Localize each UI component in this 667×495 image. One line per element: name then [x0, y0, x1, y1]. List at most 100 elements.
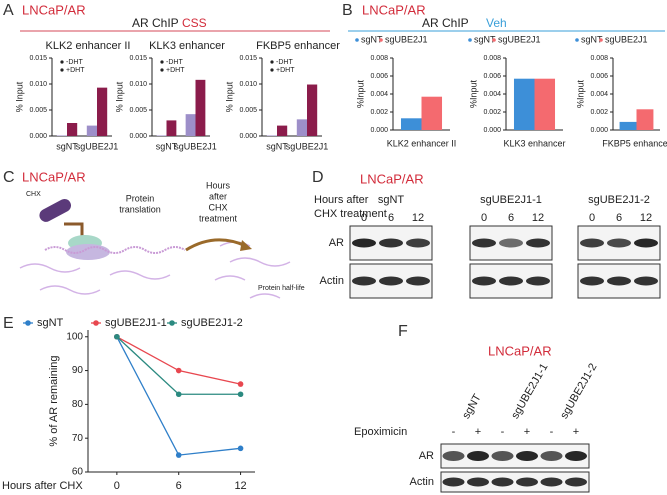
blot-time: 6 — [616, 212, 622, 224]
x-tick-label: 0 — [114, 480, 120, 492]
treatment-sign: - — [501, 426, 505, 438]
blot-time: 0 — [589, 212, 595, 224]
y-axis-label: % of AR remaining — [48, 355, 60, 446]
bar — [195, 79, 206, 136]
legend-marker — [60, 60, 64, 64]
blot-band — [467, 451, 489, 461]
bar — [400, 118, 422, 130]
treatment-sign: + — [475, 426, 481, 438]
panel-letter: F — [398, 323, 408, 340]
y-tick-label: 0.010 — [129, 81, 147, 88]
legend-label: +DHT — [276, 67, 295, 74]
panel-letter: C — [3, 169, 15, 186]
legend-marker — [169, 320, 175, 326]
x-tick-label: sgNT — [156, 141, 178, 151]
bar — [56, 135, 67, 136]
point — [175, 367, 182, 374]
y-axis-label: % Input — [14, 81, 24, 112]
arrow-head — [240, 240, 252, 251]
legend-label: -DHT — [66, 59, 83, 66]
legend-marker — [270, 60, 274, 64]
chart-title: KLK3 enhancer — [149, 40, 225, 52]
blot-time: 12 — [532, 212, 544, 224]
bar — [296, 119, 307, 136]
legend-label: +DHT — [66, 67, 85, 74]
diagram-label: CHX — [208, 202, 227, 212]
y-tick-label: 0.008 — [370, 55, 388, 62]
panel-letter: E — [3, 315, 14, 332]
x-tick-label: sgUBE2J1 — [174, 141, 217, 151]
legend-marker — [468, 38, 472, 42]
point — [175, 391, 182, 398]
y-tick-label: 0.010 — [239, 81, 257, 88]
blot-group: sgUBE2J1-2 — [588, 194, 650, 206]
blot-band — [491, 451, 514, 461]
treatment-label: Epoximicin — [354, 426, 407, 438]
y-tick-label: 0.015 — [129, 55, 147, 62]
blot-band — [379, 238, 403, 248]
legend-marker — [60, 68, 64, 72]
legend-marker — [93, 320, 99, 326]
y-tick-label: 60 — [72, 467, 84, 478]
panel-title: AR ChIP — [132, 16, 179, 30]
panel-letter: D — [312, 169, 324, 186]
treatment-sign: - — [452, 426, 456, 438]
bar — [534, 78, 556, 130]
treatment-sign: - — [550, 426, 554, 438]
blot-band — [352, 238, 376, 248]
y-axis-label: % Input — [114, 81, 124, 112]
blot-band — [499, 238, 523, 248]
blot-band — [526, 276, 550, 286]
y-tick-label: 0.006 — [370, 73, 388, 80]
y-tick-label: 0.005 — [129, 107, 147, 114]
y-axis-label: %Input — [468, 79, 478, 108]
bar — [156, 135, 167, 136]
lane-label: sgNT — [460, 392, 484, 421]
chart-title: FKBP5 enhancer — [256, 40, 340, 52]
y-tick-label: 0.000 — [129, 133, 147, 140]
y-tick-label: 0.000 — [483, 127, 501, 134]
blot-box — [440, 471, 590, 493]
bar — [97, 87, 108, 136]
bar — [277, 125, 288, 136]
blot-time: 6 — [388, 212, 394, 224]
y-tick-label: 0.004 — [483, 91, 501, 98]
legend-label: sgNT — [361, 34, 383, 44]
diagram-label: Protein — [126, 193, 155, 203]
y-tick-label: 0.000 — [29, 133, 47, 140]
legend-marker — [270, 68, 274, 72]
blot-band — [540, 451, 563, 461]
y-tick-label: 0.000 — [590, 127, 608, 134]
blot-band — [607, 276, 631, 286]
blot-band — [526, 238, 550, 248]
bar — [513, 78, 535, 130]
blot-time: 6 — [508, 212, 514, 224]
blot-band — [442, 477, 465, 487]
y-tick-label: 0.002 — [370, 109, 388, 116]
x-tick-label: 6 — [176, 480, 182, 492]
y-tick-label: 90 — [72, 365, 84, 376]
blot-header: Hours after — [314, 194, 369, 206]
legend-label: +DHT — [166, 67, 185, 74]
legend-marker — [160, 60, 164, 64]
bar — [266, 135, 277, 136]
blot-row-label: Actin — [410, 476, 434, 488]
blot-band — [491, 477, 514, 487]
mrna — [44, 246, 186, 254]
blot-band — [565, 477, 587, 487]
x-tick-label: sgUBE2J1 — [76, 141, 119, 151]
y-axis-label: %Input — [575, 79, 585, 108]
lane-label: sgUBE2J1-2 — [558, 361, 599, 420]
panel-letter: B — [342, 2, 353, 19]
bar — [421, 96, 443, 130]
y-tick-label: 0.008 — [483, 55, 501, 62]
blot-band — [580, 238, 604, 248]
blot-band — [442, 451, 465, 461]
blot-time: 0 — [361, 212, 367, 224]
legend-label: sgNT — [37, 317, 64, 329]
panel-condition: Veh — [486, 16, 507, 30]
treatment-sign: + — [524, 426, 530, 438]
y-axis-label: %Input — [355, 79, 365, 108]
